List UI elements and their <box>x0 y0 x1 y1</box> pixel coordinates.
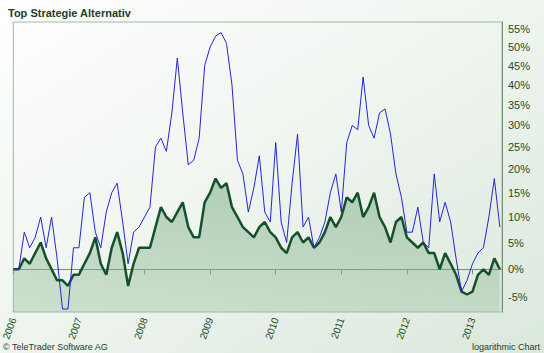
svg-text:2012: 2012 <box>394 316 412 341</box>
svg-text:2008: 2008 <box>132 316 150 341</box>
svg-text:2009: 2009 <box>197 316 215 341</box>
svg-text:2011: 2011 <box>329 316 347 340</box>
svg-text:15%: 15% <box>508 187 530 199</box>
svg-text:© TeleTrader Software AG: © TeleTrader Software AG <box>3 342 108 352</box>
svg-text:35%: 35% <box>508 99 530 111</box>
svg-text:0%: 0% <box>508 263 524 275</box>
svg-text:55%: 55% <box>508 23 530 35</box>
svg-text:2010: 2010 <box>263 316 281 341</box>
svg-text:30%: 30% <box>508 119 530 131</box>
svg-text:2007: 2007 <box>66 316 84 341</box>
svg-text:-5%: -5% <box>508 291 528 303</box>
svg-text:45%: 45% <box>508 60 530 72</box>
svg-text:20%: 20% <box>508 163 530 175</box>
svg-text:logarithmic Chart: logarithmic Chart <box>472 342 541 352</box>
svg-text:25%: 25% <box>508 141 530 153</box>
svg-text:5%: 5% <box>508 237 524 249</box>
svg-text:10%: 10% <box>508 211 530 223</box>
svg-text:40%: 40% <box>508 79 530 91</box>
svg-text:50%: 50% <box>508 41 530 53</box>
svg-text:2006: 2006 <box>1 316 19 341</box>
svg-text:Top Strategie Alternativ: Top Strategie Alternativ <box>8 7 132 19</box>
svg-text:2013: 2013 <box>460 316 478 341</box>
